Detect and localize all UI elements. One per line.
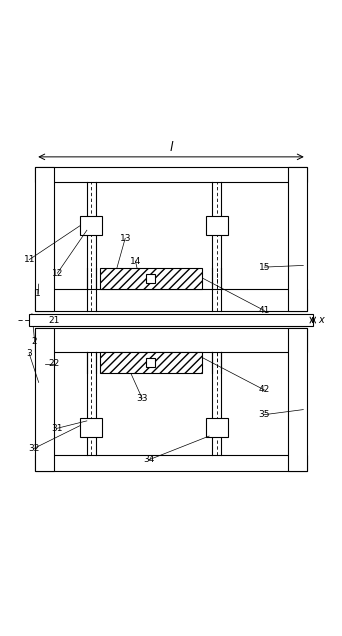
Bar [35,167,307,183]
Bar [100,352,201,373]
Text: 14: 14 [130,256,141,265]
Text: 21: 21 [48,316,60,325]
Text: 12: 12 [52,269,63,278]
Bar [80,216,102,235]
Text: 31: 31 [52,424,63,432]
Text: 15: 15 [259,263,270,272]
Bar [28,314,314,326]
Bar [100,268,201,289]
Bar [35,167,54,311]
Bar [288,167,307,311]
Text: 22: 22 [48,359,60,368]
Text: 42: 42 [259,385,270,394]
Text: l: l [169,141,173,154]
Bar [35,328,307,352]
Bar [146,274,155,283]
Bar [146,358,155,367]
Bar [35,328,54,471]
Text: 2: 2 [32,336,37,345]
Text: 3: 3 [26,349,32,358]
Bar [206,216,228,235]
Text: 1: 1 [35,289,41,298]
Text: 11: 11 [24,255,35,264]
Bar [35,289,307,311]
Text: 32: 32 [28,444,39,453]
Text: 34: 34 [143,455,155,464]
Text: 33: 33 [136,394,148,403]
Text: x: x [318,315,324,325]
Text: 41: 41 [259,306,270,315]
Bar [288,328,307,471]
Bar [35,455,307,471]
Text: 13: 13 [119,234,131,243]
Text: 35: 35 [259,410,270,419]
Bar [206,418,228,437]
Bar [80,418,102,437]
